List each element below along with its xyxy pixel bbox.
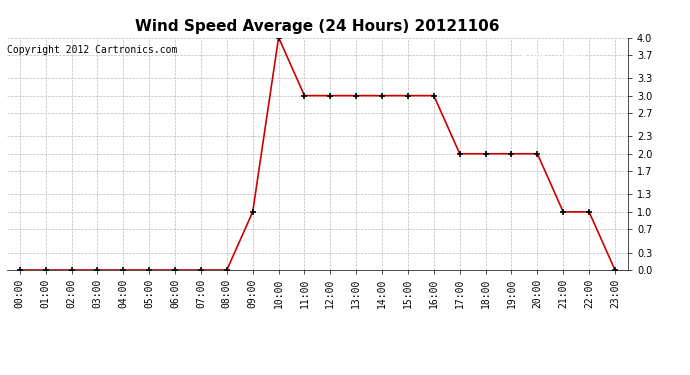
Text: Copyright 2012 Cartronics.com: Copyright 2012 Cartronics.com xyxy=(7,45,177,55)
Title: Wind Speed Average (24 Hours) 20121106: Wind Speed Average (24 Hours) 20121106 xyxy=(135,18,500,33)
